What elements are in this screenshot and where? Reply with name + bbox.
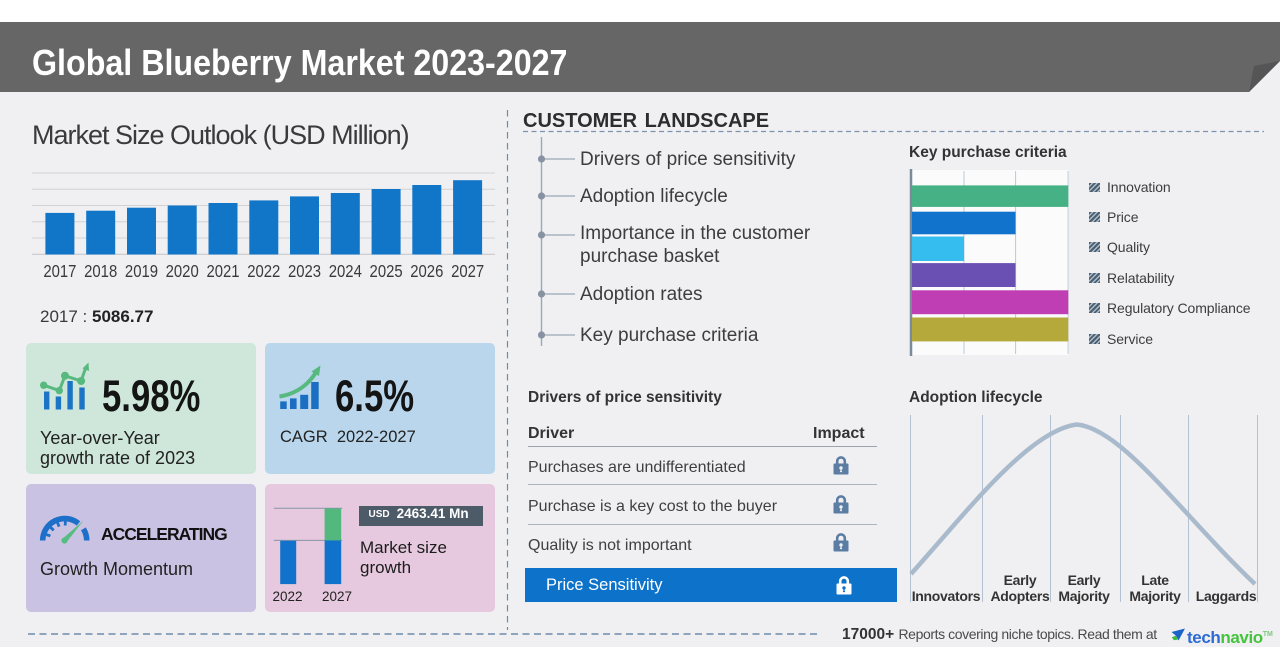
svg-text:2024: 2024 bbox=[329, 262, 362, 281]
svg-text:2018: 2018 bbox=[84, 262, 117, 281]
svg-text:2023: 2023 bbox=[288, 262, 321, 281]
svg-text:2026: 2026 bbox=[410, 262, 443, 281]
svg-text:2027: 2027 bbox=[451, 262, 484, 281]
svg-text:2020: 2020 bbox=[166, 262, 199, 281]
svg-text:2025: 2025 bbox=[370, 262, 403, 281]
svg-text:2019: 2019 bbox=[125, 262, 158, 281]
svg-text:2022: 2022 bbox=[247, 262, 280, 281]
svg-text:2027: 2027 bbox=[322, 589, 352, 604]
svg-text:2021: 2021 bbox=[206, 262, 239, 281]
svg-text:2022: 2022 bbox=[272, 589, 302, 604]
svg-text:2017: 2017 bbox=[43, 262, 76, 281]
